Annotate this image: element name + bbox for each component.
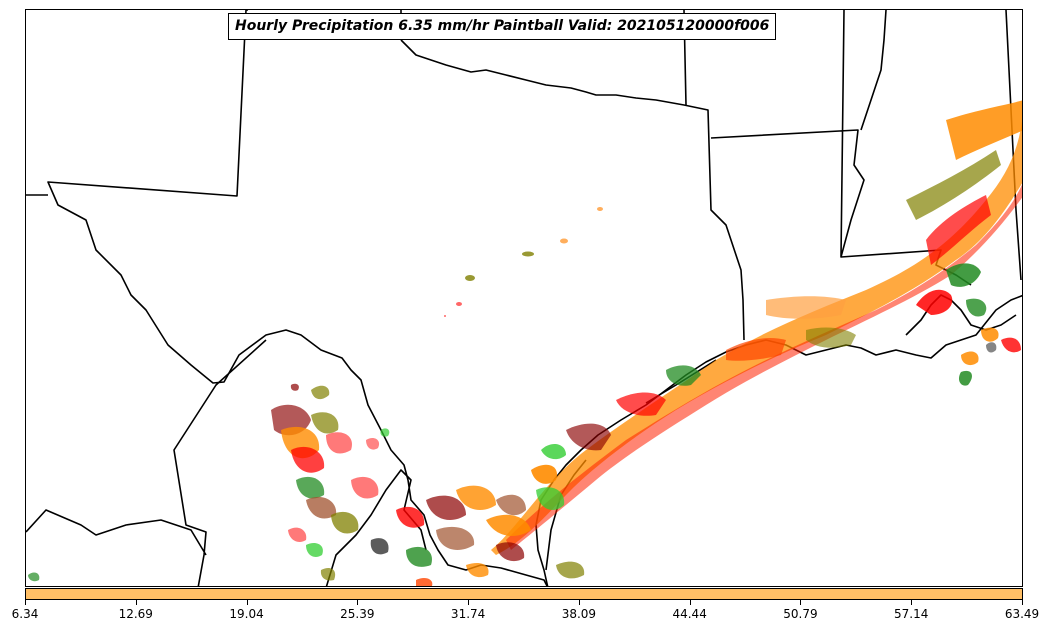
colorbar-tick xyxy=(135,600,137,605)
colorbar-tick xyxy=(246,600,248,605)
map-canvas xyxy=(26,10,1022,586)
mississippi-border xyxy=(860,10,887,131)
colorbar-tick-label: 19.04 xyxy=(229,607,264,621)
colorbar-tick xyxy=(800,600,802,605)
louisiana-marsh xyxy=(905,294,1017,336)
colorbar-tick-label: 57.14 xyxy=(894,607,929,621)
precip-main-band xyxy=(370,100,1022,586)
texas-north-border xyxy=(400,39,745,341)
map-panel xyxy=(25,9,1023,587)
colorbar-tick-label: 12.69 xyxy=(118,607,153,621)
colorbar-tick xyxy=(689,600,691,605)
colorbar-tick-label: 31.74 xyxy=(450,607,486,621)
colorbar-tick xyxy=(468,600,470,605)
colorbar-tick xyxy=(911,600,913,605)
colorbar-tick-label: 6.34 xyxy=(11,607,39,621)
colorbar-tick-label: 38.09 xyxy=(561,607,597,621)
texas-border xyxy=(47,10,548,586)
precip-isolated-cells xyxy=(444,207,603,317)
colorbar-tick-label: 44.44 xyxy=(672,607,707,621)
colorbar-tick-label: 25.39 xyxy=(340,607,375,621)
colorbar xyxy=(25,588,1023,600)
precip-mexico-cluster xyxy=(28,383,390,582)
colorbar-tick xyxy=(1022,600,1023,605)
colorbar-tick xyxy=(25,600,26,605)
colorbar-tick xyxy=(578,600,580,605)
colorbar-tick xyxy=(357,600,359,605)
colorbar-tick-label: 63.49 xyxy=(1004,607,1040,621)
map-title: Hourly Precipitation 6.35 mm/hr Paintbal… xyxy=(228,13,777,40)
mexico-states xyxy=(26,194,427,586)
colorbar-tick-label: 50.79 xyxy=(783,607,818,621)
